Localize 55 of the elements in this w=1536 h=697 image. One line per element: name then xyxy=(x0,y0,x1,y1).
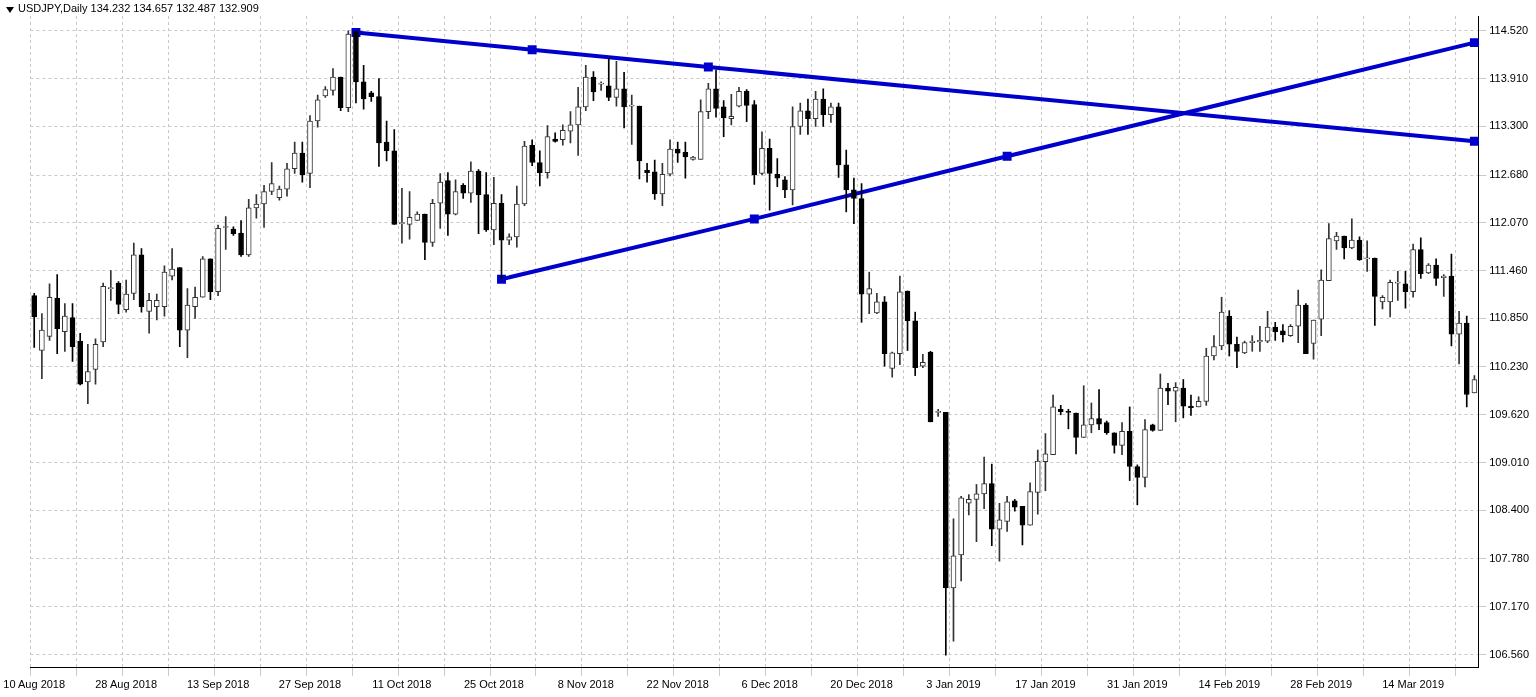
y-tick-label: 109.620 xyxy=(1489,407,1529,420)
x-tick-label: 3 Jan 2019 xyxy=(926,678,981,691)
y-tick-label: 113.300 xyxy=(1489,119,1529,132)
candlestick xyxy=(866,271,873,315)
x-tick-label: 6 Dec 2018 xyxy=(741,678,798,691)
candlestick xyxy=(851,177,857,224)
candlestick xyxy=(1394,271,1401,301)
point xyxy=(1469,136,1479,146)
y-tick-label: 110.230 xyxy=(1489,360,1529,372)
x-tick-label: 13 Sep 2018 xyxy=(186,678,250,691)
x-tick-label: 27 Sep 2018 xyxy=(278,678,342,691)
y-tick-label: 106.560 xyxy=(1489,647,1529,660)
candlestick xyxy=(1080,385,1087,438)
candlestick xyxy=(1272,321,1279,341)
point xyxy=(497,274,506,284)
x-tick-label: 28 Feb 2019 xyxy=(1290,678,1353,691)
candlestick xyxy=(598,81,604,91)
candlestick xyxy=(1364,240,1370,272)
point xyxy=(749,214,759,224)
candlestick xyxy=(965,494,972,516)
y-tick-label: 112.070 xyxy=(1489,215,1529,228)
y-tick-label: 113.910 xyxy=(1489,71,1529,84)
x-tick-label: 31 Jan 2019 xyxy=(1107,678,1168,691)
x-tick-label: 10 Aug 2018 xyxy=(3,678,66,691)
y-tick-label: 110.850 xyxy=(1489,311,1529,324)
x-tick-label: 14 Feb 2019 xyxy=(1198,678,1261,691)
candlestick xyxy=(805,98,811,135)
y-tick-label: 111.460 xyxy=(1489,263,1528,276)
candlestick xyxy=(1165,383,1171,405)
candlestick xyxy=(1456,311,1462,365)
y-tick-label: 109.010 xyxy=(1489,455,1529,468)
y-tick-label: 107.780 xyxy=(1489,551,1529,564)
y-tick-label: 114.520 xyxy=(1489,23,1529,36)
y-tick-label: 108.400 xyxy=(1489,503,1529,516)
y-tick-label: 112.680 xyxy=(1489,168,1529,181)
candlestick xyxy=(644,162,650,183)
y-tick-label: 107.170 xyxy=(1489,599,1529,612)
point xyxy=(1002,151,1012,161)
candlestick xyxy=(85,343,91,405)
x-tick-label: 11 Oct 2018 xyxy=(372,678,432,691)
chart-title: USDJPY,Daily 134.232 134.657 132.487 132.909 xyxy=(18,2,259,14)
candlestick xyxy=(169,248,175,281)
point xyxy=(527,45,537,55)
x-tick-label: 28 Aug 2018 xyxy=(95,678,158,691)
candlestick xyxy=(981,456,987,510)
candlestick xyxy=(628,94,635,145)
x-tick-label: 14 Mar 2019 xyxy=(1382,678,1445,691)
x-tick-label: 8 Nov 2018 xyxy=(557,678,614,691)
point xyxy=(1469,38,1479,48)
x-tick-label: 20 Dec 2018 xyxy=(830,678,893,691)
candlestick xyxy=(1096,389,1102,430)
x-tick-label: 22 Nov 2018 xyxy=(646,678,709,691)
point xyxy=(703,62,713,72)
x-tick-label: 25 Oct 2018 xyxy=(463,678,524,691)
x-tick-label: 17 Jan 2019 xyxy=(1015,678,1076,691)
